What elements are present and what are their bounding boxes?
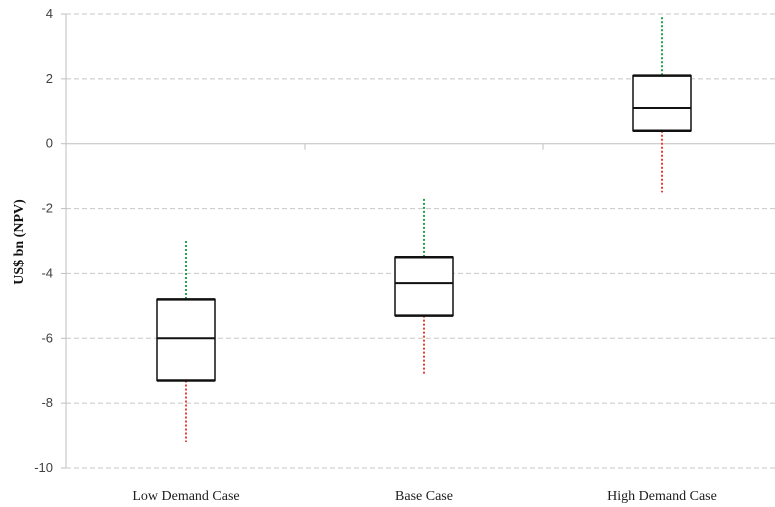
y-tick-label: -6 (41, 330, 53, 345)
y-tick-label: -10 (34, 460, 53, 475)
x-category-label: Low Demand Case (132, 489, 239, 504)
x-category-labels: Low Demand Case Base Case High Demand Case (132, 489, 716, 504)
y-tick-label: -2 (41, 201, 53, 216)
iqr-box (394, 256, 454, 317)
box-base-case (394, 198, 454, 374)
iqr-box (156, 298, 216, 382)
y-tick-labels: 4 2 0 -2 -4 -6 -8 -10 (34, 6, 53, 475)
y-tick-label: -4 (41, 265, 53, 280)
y-tick-label: 0 (46, 136, 53, 151)
y-axis-title: US$ bn (NPV) (12, 199, 27, 285)
x-category-label: High Demand Case (607, 489, 717, 504)
y-tick-label: 4 (46, 6, 53, 21)
axes (61, 13, 775, 469)
y-tick-label: -8 (41, 395, 53, 410)
box-series (156, 17, 692, 443)
box-high-demand-case (632, 17, 692, 193)
box-low-demand-case (156, 241, 216, 443)
iqr-box (632, 74, 692, 132)
x-category-label: Base Case (395, 489, 453, 504)
y-tick-label: 2 (46, 71, 53, 86)
